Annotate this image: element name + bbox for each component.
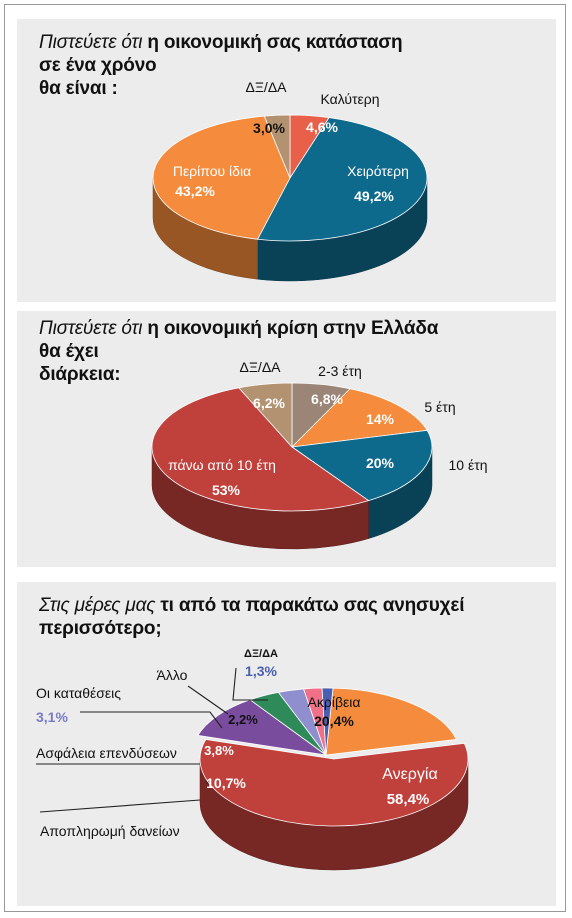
pie1-value-same: 43,2% bbox=[175, 183, 215, 199]
pie1-label-dk: ΔΞ/ΔΑ bbox=[245, 79, 287, 95]
pie1-slice-3 bbox=[263, 114, 291, 179]
pie3-value-anergia: 58,4% bbox=[387, 791, 430, 808]
pie3-slice-0 bbox=[325, 687, 457, 756]
pie3-slice-6 bbox=[321, 687, 334, 756]
pie3-label-deposits: Οι καταθέσεις bbox=[36, 685, 121, 701]
pie-chart-2 bbox=[151, 382, 433, 550]
chart1-title-line3: θα είναι : bbox=[39, 78, 118, 99]
pie3-label-other: Άλλο bbox=[157, 667, 188, 683]
chart2-title: Πιστεύετε ότι η οικονομική κρίση στην Ελ… bbox=[39, 317, 438, 386]
pie3-value-loans: 10,7% bbox=[206, 775, 246, 791]
pie2-label-over10: πάνω από 10 έτη bbox=[168, 457, 276, 473]
pie3-leader-loans bbox=[39, 799, 201, 813]
chart2-title-line2: θα έχει bbox=[39, 341, 99, 362]
chart3-title-bold: τι από τα παρακάτω σας ανησυχεί bbox=[160, 595, 465, 616]
pie2-value-10: 20% bbox=[366, 455, 395, 471]
pie3-label-anergia: Ανεργία bbox=[382, 766, 437, 783]
pie2-slice-3 bbox=[151, 387, 370, 512]
pie2-label-10: 10 έτη bbox=[448, 457, 487, 473]
pie1-value-better: 4,6% bbox=[306, 119, 338, 135]
pie1-value-dk: 3,0% bbox=[253, 120, 285, 136]
pie3-label-akriveia: Ακρίβεια bbox=[308, 694, 361, 710]
chart3-title-italic: Στις μέρες μας bbox=[39, 595, 156, 616]
panel-concerns: Στις μέρες μας τι από τα παρακάτω σας αν… bbox=[17, 582, 556, 906]
chart3-title: Στις μέρες μας τι από τα παρακάτω σας αν… bbox=[39, 594, 465, 640]
chart2-title-bold: η οικονομική κρίση στην Ελλάδα bbox=[147, 318, 439, 339]
pie2-slice-2 bbox=[290, 429, 433, 502]
pie3-value-investments: 3,8% bbox=[204, 743, 234, 758]
chart1-title-italic: Πιστεύετε ότι bbox=[39, 32, 143, 53]
chart3-title-line2: περισσότερο; bbox=[39, 618, 162, 639]
pie3-label-loans: Αποπληρωμή δανείων bbox=[40, 823, 180, 839]
chart1-title-bold: η οικονομική σας κατάσταση bbox=[147, 32, 403, 53]
chart1-title: Πιστεύετε ότι η οικονομική σας κατάσταση… bbox=[39, 31, 403, 100]
outer-frame bbox=[4, 4, 566, 912]
pie3-leader-deposits bbox=[80, 711, 223, 729]
pie2-slice-1 bbox=[290, 388, 428, 448]
pie1-slice-2 bbox=[152, 115, 291, 240]
pie3-leader-other bbox=[187, 685, 229, 715]
pie1-slice-1 bbox=[256, 117, 428, 242]
pie2-label-5: 5 έτη bbox=[424, 399, 455, 415]
pie-chart-1 bbox=[152, 114, 428, 282]
pie1-label-worse: Χειρότερη bbox=[347, 163, 409, 179]
pie2-value-5: 14% bbox=[366, 411, 395, 427]
chart2-title-line3: διάρκεια: bbox=[39, 364, 121, 385]
pie3-value-deposits: 3,1% bbox=[36, 709, 68, 725]
pie3-label-dk: ΔΞ/ΔΑ bbox=[244, 648, 278, 660]
pie2-label-dk: ΔΞ/ΔΑ bbox=[239, 359, 281, 375]
pie3-value-other: 2,2% bbox=[228, 712, 258, 727]
pie3-slice-1 bbox=[199, 739, 469, 827]
pie2-value-over10: 53% bbox=[212, 482, 241, 498]
pie3-leader-dk bbox=[232, 667, 268, 701]
pie1-label-better: Καλύτερη bbox=[320, 91, 379, 107]
pie3-label-investments: Ασφάλεια επενδύσεων bbox=[36, 745, 177, 761]
pie3-slice-2 bbox=[197, 699, 327, 756]
chart1-title-line2: σε ένα χρόνο bbox=[39, 55, 157, 76]
pie-chart-3 bbox=[197, 687, 469, 871]
pie2-value-2-3: 6,8% bbox=[311, 391, 343, 407]
pie3-value-akriveia: 20,4% bbox=[314, 713, 354, 729]
pie2-slice-4 bbox=[238, 382, 293, 449]
chart2-title-italic: Πιστεύετε ότι bbox=[39, 318, 143, 339]
pie1-value-worse: 49,2% bbox=[354, 188, 394, 204]
pie2-value-dk: 6,2% bbox=[253, 395, 285, 411]
pie2-label-2-3: 2-3 έτη bbox=[318, 363, 362, 379]
pie1-label-same: Περίπου ίδια bbox=[173, 163, 251, 179]
pie3-value-dk: 1,3% bbox=[245, 663, 277, 679]
